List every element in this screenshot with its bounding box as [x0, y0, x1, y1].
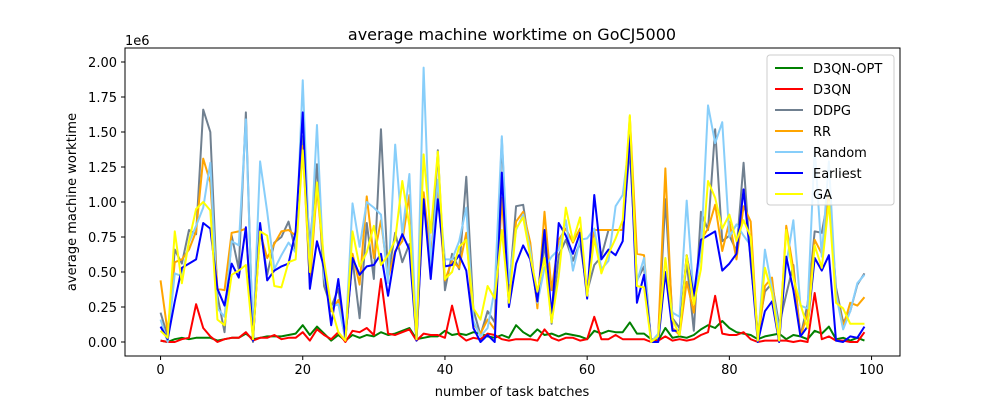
y-axis-offset-label: 1e6 [125, 34, 150, 49]
legend-label-d3qn-opt: D3QN-OPT [813, 62, 882, 77]
series-line-earliest [159, 111, 866, 343]
series-line-random [159, 66, 866, 343]
series-line-rr [159, 115, 866, 343]
plot-lines [159, 66, 866, 343]
series-line-ga [159, 114, 865, 343]
y-tick-label: 1.25 [88, 161, 117, 176]
y-axis-label: average machine worktime [65, 113, 80, 291]
legend-label-earliest: Earliest [813, 167, 862, 182]
series-line-ddpg [159, 108, 866, 343]
y-tick-label: 1.50 [88, 126, 117, 141]
y-axis-ticks: 0.00 0.25 0.50 0.75 1.00 1.25 1.50 1.75 2.00 [88, 56, 125, 351]
series-line-d3qn [160, 278, 866, 343]
legend-box [766, 54, 895, 206]
y-tick-label: 0.00 [88, 336, 117, 351]
x-axis-label: number of task batches [435, 385, 590, 400]
y-tick-label: 0.50 [88, 266, 117, 281]
legend-label-ga: GA [813, 188, 832, 203]
legend-label-ddpg: DDPG [813, 104, 851, 119]
chart-title: average machine worktime on GoCJ5000 [348, 25, 676, 44]
legend-label-d3qn: D3QN [813, 83, 851, 98]
y-tick-label: 0.75 [88, 231, 117, 246]
x-tick-label: 60 [579, 363, 596, 378]
x-axis-ticks: 0 20 40 60 80 100 [156, 356, 884, 378]
y-tick-label: 0.25 [88, 301, 117, 316]
x-tick-label: 100 [859, 363, 884, 378]
x-tick-label: 80 [721, 363, 738, 378]
y-tick-label: 1.75 [88, 91, 117, 106]
y-tick-label: 1.00 [88, 196, 117, 211]
x-tick-label: 40 [437, 363, 454, 378]
legend-label-rr: RR [813, 125, 831, 140]
x-tick-label: 20 [294, 363, 311, 378]
legend: D3QN-OPT D3QN DDPG RR Random Earliest GA [766, 54, 895, 206]
legend-label-random: Random [813, 146, 867, 161]
x-tick-label: 0 [156, 363, 164, 378]
y-tick-label: 2.00 [88, 56, 117, 71]
